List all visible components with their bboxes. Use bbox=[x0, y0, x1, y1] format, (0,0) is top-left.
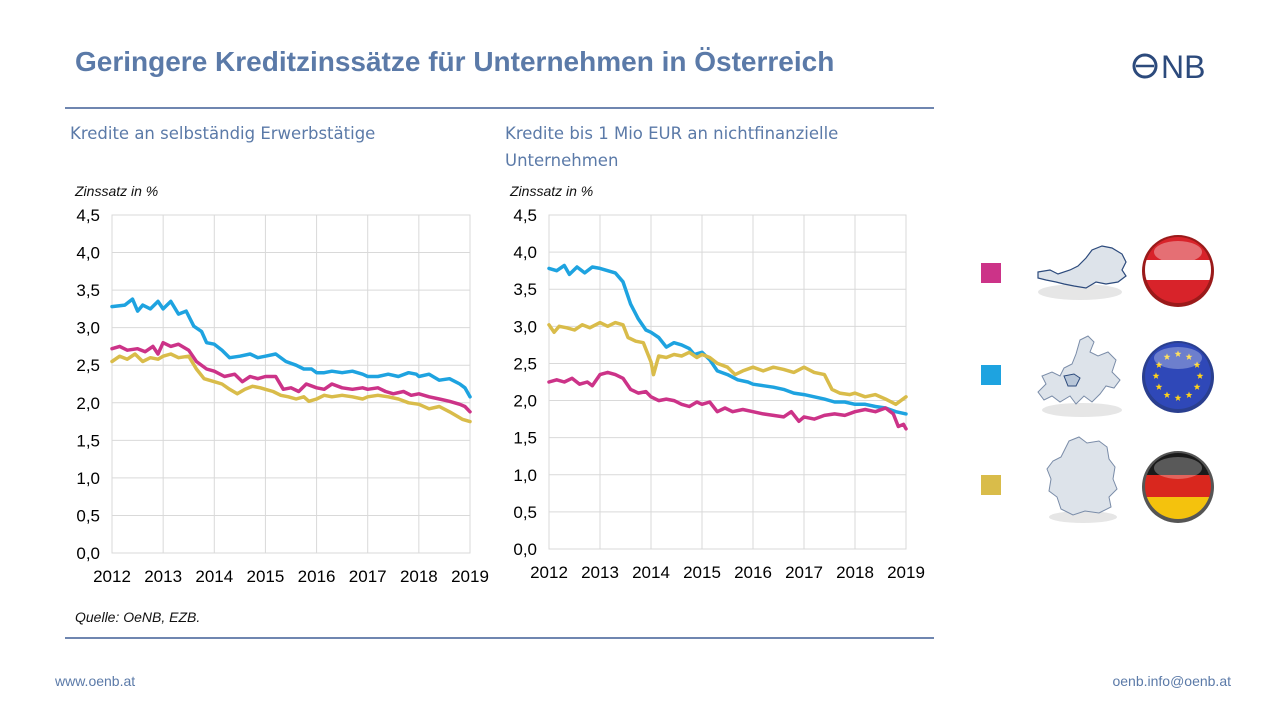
austria-map-icon bbox=[1037, 245, 1127, 300]
series-line-0 bbox=[110, 297, 472, 399]
y-tick-label: 3,0 bbox=[76, 319, 100, 338]
legend-swatch-austria bbox=[981, 263, 1001, 283]
x-tick-label: 2019 bbox=[887, 563, 925, 582]
y-tick-label: 2,5 bbox=[513, 354, 537, 373]
y-tick-label: 1,5 bbox=[513, 429, 537, 448]
y-axis-label: Zinssatz in % bbox=[509, 183, 593, 199]
eu-star-icon bbox=[1155, 361, 1163, 368]
right-chart-title: Kredite bis 1 Mio EUR an nichtfinanziell… bbox=[505, 120, 838, 174]
series-line-1 bbox=[110, 340, 472, 414]
eu-star-icon bbox=[1174, 350, 1182, 357]
y-tick-label: 2,0 bbox=[76, 394, 100, 413]
legend-swatch-germany bbox=[981, 475, 1001, 495]
x-tick-label: 2012 bbox=[530, 563, 568, 582]
eu-star-icon bbox=[1185, 353, 1193, 360]
x-tick-label: 2017 bbox=[785, 563, 823, 582]
x-tick-label: 2019 bbox=[451, 567, 489, 586]
footer-divider bbox=[65, 637, 934, 639]
x-tick-label: 2016 bbox=[298, 567, 336, 586]
eu-star-icon bbox=[1185, 391, 1193, 398]
source-note: Quelle: OeNB, EZB. bbox=[75, 609, 201, 625]
x-tick-label: 2014 bbox=[632, 563, 670, 582]
y-tick-label: 1,0 bbox=[513, 466, 537, 485]
right-chart-title-line2: Unternehmen bbox=[505, 151, 619, 170]
x-tick-label: 2012 bbox=[93, 567, 131, 586]
eu-star-icon bbox=[1155, 383, 1163, 390]
x-tick-label: 2014 bbox=[195, 567, 233, 586]
legend-swatch-euro-area bbox=[981, 365, 1001, 385]
austria-flag-icon bbox=[1142, 235, 1214, 307]
y-tick-label: 2,5 bbox=[76, 356, 100, 375]
series-line-1 bbox=[547, 320, 908, 407]
y-tick-label: 3,5 bbox=[513, 280, 537, 299]
y-tick-label: 1,5 bbox=[76, 431, 100, 450]
x-tick-label: 2015 bbox=[247, 567, 285, 586]
y-tick-label: 4,5 bbox=[76, 206, 100, 225]
plot-area bbox=[111, 214, 471, 554]
eu-star-icon bbox=[1196, 372, 1204, 379]
eu-star-icon bbox=[1193, 361, 1201, 368]
footer-email[interactable]: oenb.info@oenb.at bbox=[1112, 673, 1231, 689]
y-axis-label: Zinssatz in % bbox=[74, 183, 158, 199]
oenb-logo: NB bbox=[1132, 49, 1205, 84]
y-tick-label: 2,0 bbox=[513, 392, 537, 411]
eu-star-icon bbox=[1163, 391, 1171, 398]
series-line-2 bbox=[547, 370, 908, 431]
y-tick-label: 1,0 bbox=[76, 469, 100, 488]
x-tick-label: 2015 bbox=[683, 563, 721, 582]
y-tick-label: 4,5 bbox=[513, 206, 537, 225]
x-tick-label: 2013 bbox=[144, 567, 182, 586]
header-divider bbox=[65, 107, 934, 109]
series-line-0 bbox=[547, 263, 908, 416]
y-tick-label: 0,0 bbox=[76, 544, 100, 563]
chart-right: Zinssatz in % 0,0 0,5 1,0 1,5 2,0 2,5 3,0 3,5 4,0… bbox=[509, 183, 925, 582]
eu-star-icon bbox=[1193, 383, 1201, 390]
y-tick-label: 4,0 bbox=[513, 243, 537, 262]
y-tick-label: 0,0 bbox=[513, 540, 537, 559]
y-tick-label: 4,0 bbox=[76, 244, 100, 263]
x-tick-label: 2013 bbox=[581, 563, 619, 582]
y-tick-label: 0,5 bbox=[513, 503, 537, 522]
series-line-2 bbox=[110, 352, 472, 424]
footer-website[interactable]: www.oenb.at bbox=[55, 673, 136, 689]
page-title: Geringere Kreditzinssätze für Unternehme… bbox=[75, 46, 835, 77]
chart-left: Zinssatz in % 0,0 0,5 1,0 1,5 2,0 2,5 3,0 3,5 4,0… bbox=[74, 183, 489, 586]
x-tick-label: 2018 bbox=[400, 567, 438, 586]
left-chart-title: Kredite an selbständig Erwerbstätige bbox=[70, 124, 376, 143]
svg-text:NB: NB bbox=[1161, 49, 1205, 84]
y-tick-label: 3,5 bbox=[76, 281, 100, 300]
eu-star-icon bbox=[1174, 394, 1182, 401]
plot-area bbox=[548, 214, 907, 550]
eu-star-icon bbox=[1163, 353, 1171, 360]
eu-star-icon bbox=[1152, 372, 1160, 379]
germany-map-icon bbox=[1046, 436, 1118, 523]
x-tick-label: 2017 bbox=[349, 567, 387, 586]
x-tick-label: 2018 bbox=[836, 563, 874, 582]
eu-flag-icon bbox=[1142, 341, 1214, 413]
y-tick-label: 0,5 bbox=[76, 506, 100, 525]
right-chart-title-line1: Kredite bis 1 Mio EUR an nichtfinanziell… bbox=[505, 124, 839, 143]
x-tick-label: 2016 bbox=[734, 563, 772, 582]
y-tick-label: 3,0 bbox=[513, 317, 537, 336]
europe-map-icon bbox=[1037, 335, 1122, 417]
germany-flag-icon bbox=[1142, 451, 1214, 523]
